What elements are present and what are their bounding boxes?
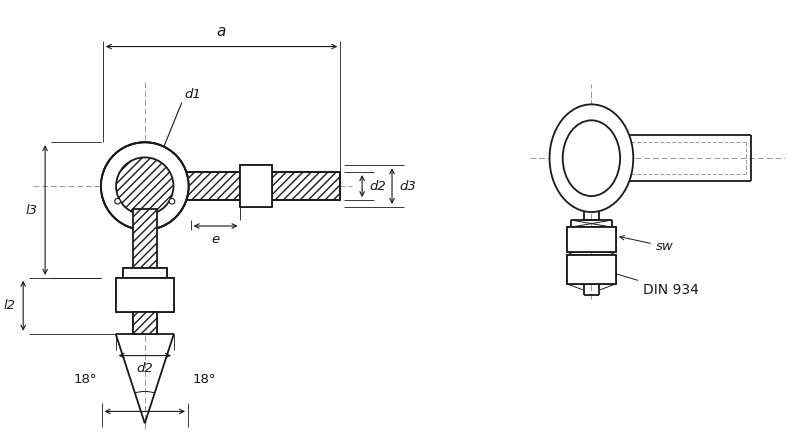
Circle shape (101, 142, 189, 230)
Text: d3: d3 (399, 180, 416, 193)
Polygon shape (116, 278, 174, 312)
Circle shape (116, 157, 174, 215)
Ellipse shape (562, 120, 620, 196)
Polygon shape (566, 255, 616, 284)
Polygon shape (133, 312, 157, 334)
Text: l3: l3 (26, 203, 38, 217)
Text: e: e (211, 233, 220, 246)
Text: 18°: 18° (74, 373, 97, 386)
Polygon shape (241, 165, 272, 207)
Ellipse shape (550, 104, 634, 212)
Circle shape (115, 198, 120, 204)
Polygon shape (566, 227, 616, 252)
Text: d2: d2 (370, 180, 386, 193)
Text: l2: l2 (4, 299, 16, 312)
Text: a: a (217, 25, 226, 39)
Text: d2: d2 (137, 362, 153, 375)
Text: 18°: 18° (193, 373, 216, 386)
Text: sw: sw (620, 235, 674, 253)
Text: DIN 934: DIN 934 (607, 270, 699, 297)
Polygon shape (133, 209, 157, 268)
Polygon shape (158, 172, 340, 200)
Circle shape (170, 198, 174, 204)
Polygon shape (123, 268, 166, 278)
Text: d1: d1 (185, 88, 202, 101)
